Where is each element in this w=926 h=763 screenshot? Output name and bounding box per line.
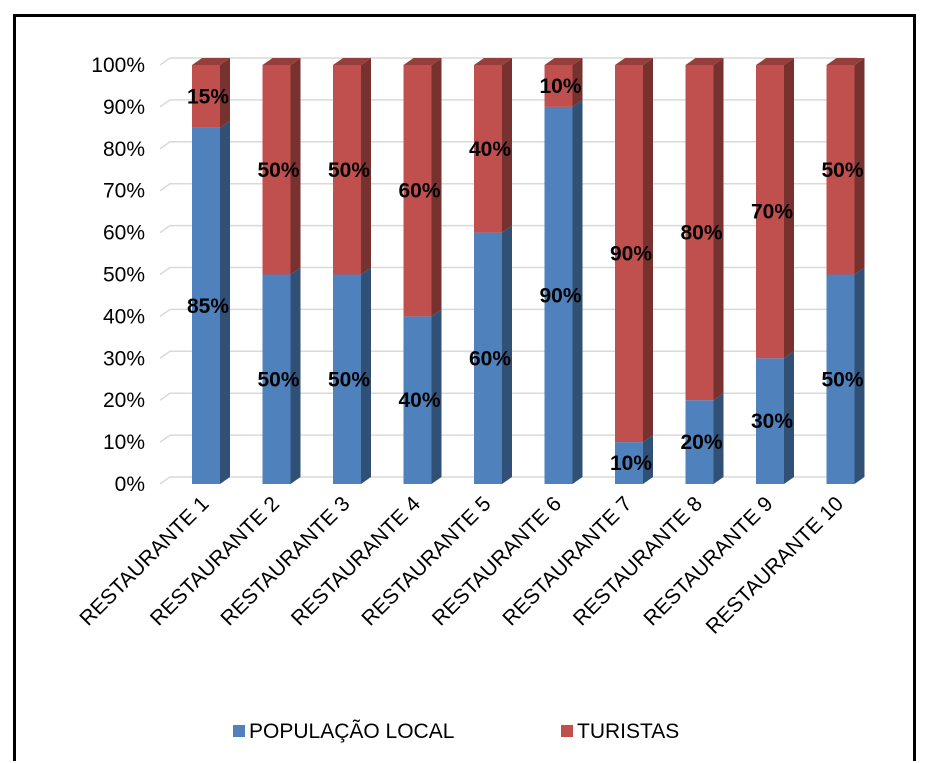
data-label: 10% xyxy=(610,452,652,475)
y-tick-label: 0% xyxy=(115,473,145,496)
data-label: 80% xyxy=(680,222,722,245)
data-label: 15% xyxy=(187,85,229,108)
data-label: 70% xyxy=(751,201,793,224)
bar-segment xyxy=(474,58,512,233)
data-label: 60% xyxy=(398,180,440,203)
bars xyxy=(192,58,865,485)
bar-segment xyxy=(333,267,371,484)
data-label: 40% xyxy=(398,389,440,412)
bar-segment xyxy=(262,267,301,484)
data-label: 50% xyxy=(328,159,370,182)
bar-segment xyxy=(403,58,442,317)
y-tick-label: 60% xyxy=(103,222,145,245)
category-label: RESTAURANTE 3 xyxy=(216,492,354,630)
data-label: 85% xyxy=(187,295,229,318)
bar-segment xyxy=(474,225,512,484)
legend-label: TURISTAS xyxy=(577,720,679,743)
category-label: RESTAURANTE 5 xyxy=(357,492,495,630)
y-tick-label: 30% xyxy=(103,347,145,370)
y-tick-label: 90% xyxy=(103,96,145,119)
data-label: 90% xyxy=(539,284,581,307)
data-label: 30% xyxy=(751,410,793,433)
bar-segment xyxy=(544,58,583,107)
category-label: RESTAURANTE 8 xyxy=(569,492,707,630)
data-label: 50% xyxy=(257,159,299,182)
data-label: 10% xyxy=(539,75,581,98)
data-label: 60% xyxy=(469,347,511,370)
category-label: RESTAURANTE 1 xyxy=(75,492,213,630)
bar-segment xyxy=(403,309,442,484)
category-label: RESTAURANTE 6 xyxy=(428,492,566,630)
category-label: RESTAURANTE 7 xyxy=(498,492,636,630)
legend-item: POPULAÇÃO LOCAL xyxy=(233,719,454,743)
y-axis-tick-labels: 0% 10% 20% 30% 40% 50% 60% 70% 80% 90% 100% xyxy=(91,54,145,496)
data-label: 40% xyxy=(469,138,511,161)
data-label: 50% xyxy=(257,368,299,391)
legend-swatch xyxy=(233,725,245,737)
bar-segment xyxy=(685,58,724,401)
bar-segment xyxy=(333,58,371,275)
data-label: 50% xyxy=(821,368,863,391)
bar-segment xyxy=(615,58,653,443)
bar-segment xyxy=(544,99,583,485)
bar-segment xyxy=(685,393,724,484)
legend-swatch xyxy=(561,725,573,737)
y-tick-label: 70% xyxy=(103,180,145,203)
legend: POPULAÇÃO LOCAL TURISTAS xyxy=(233,719,679,743)
data-label: 90% xyxy=(610,243,652,266)
bar-segment xyxy=(756,351,794,484)
y-tick-label: 10% xyxy=(103,431,145,454)
y-tick-label: 100% xyxy=(91,54,145,77)
data-label: 50% xyxy=(821,159,863,182)
category-label: RESTAURANTE 10 xyxy=(702,492,848,638)
data-label: 20% xyxy=(680,431,722,454)
category-label: RESTAURANTE 9 xyxy=(639,492,777,630)
y-tick-label: 40% xyxy=(103,305,145,328)
bar-segment xyxy=(756,58,794,359)
category-label: RESTAURANTE 4 xyxy=(287,492,425,630)
bar-segment xyxy=(615,435,653,484)
y-tick-label: 50% xyxy=(103,264,145,287)
data-labels: 85% 15% 50% 50% 50% 50% 40% 60% 60% 40% 90% 10% 10% 9… xyxy=(187,75,864,475)
bar-segment xyxy=(826,267,865,484)
data-label: 50% xyxy=(328,368,370,391)
bar-segment xyxy=(192,120,230,484)
bar-segment xyxy=(192,58,230,128)
bar-segment xyxy=(826,58,865,275)
bar-segment xyxy=(262,58,301,275)
legend-item: TURISTAS xyxy=(561,720,679,743)
y-tick-label: 80% xyxy=(103,138,145,161)
y-tick-label: 20% xyxy=(103,389,145,412)
legend-label: POPULAÇÃO LOCAL xyxy=(249,719,454,743)
category-label: RESTAURANTE 2 xyxy=(146,492,284,630)
